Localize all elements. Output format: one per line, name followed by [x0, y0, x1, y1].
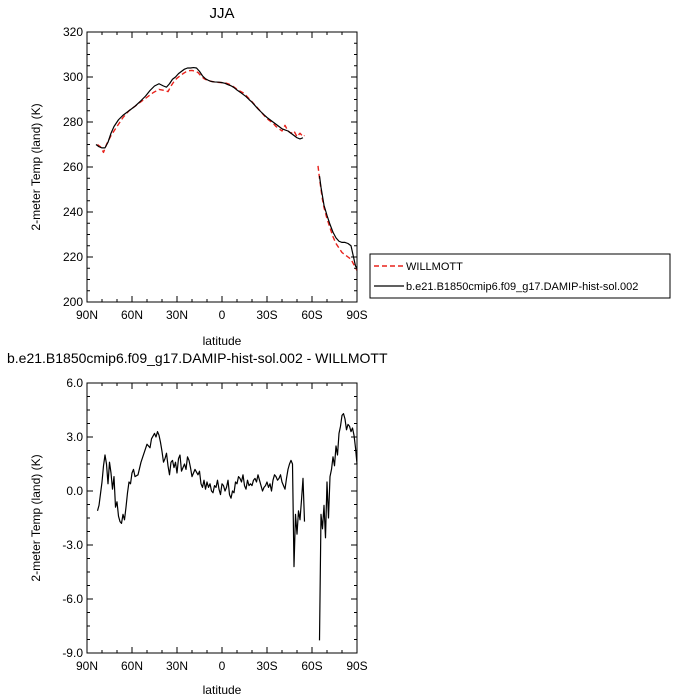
top-x-tick-label-3: 0 — [219, 308, 226, 322]
top-axes: 90N 60N 30N 0 30S 60S 90S 200 220 240 260 280 300 320 — [63, 25, 368, 322]
top-plot-frame — [86, 31, 358, 303]
bottom-panel: b.e21.B1850cmip6.f09_g17.DAMIP-hist-sol.… — [7, 350, 388, 697]
top-y-axis-label: 2-meter Temp (land) (K) — [29, 103, 43, 230]
bottom-x-axis-label: latitude — [203, 683, 242, 697]
bottom-chart-title: b.e21.B1850cmip6.f09_g17.DAMIP-hist-sol.… — [7, 350, 388, 366]
top-y-tick-label-6: 320 — [63, 25, 83, 39]
top-series-1-segment-0 — [95, 66, 304, 149]
top-y-tick-label-3: 260 — [63, 160, 83, 174]
top-y-tick-label-4: 280 — [63, 115, 83, 129]
top-series-1-segment-1 — [318, 175, 358, 269]
bottom-plot-area — [96, 413, 358, 641]
top-x-tick-label-0: 90N — [76, 308, 98, 322]
bottom-y-tick-label-5: 6.0 — [66, 376, 83, 390]
bottom-x-tick-label-5: 60S — [301, 659, 322, 673]
bottom-y-tick-label-0: -9.0 — [62, 646, 83, 660]
top-x-tick-label-4: 30S — [256, 308, 277, 322]
bottom-series-0-segment-0 — [96, 431, 306, 568]
top-y-tick-label-5: 300 — [63, 70, 83, 84]
bottom-x-tick-label-3: 0 — [219, 659, 226, 673]
top-panel: JJA 2-meter Temp (land) (K) latitude 90N… — [29, 5, 368, 348]
top-y-tick-label-0: 200 — [63, 295, 83, 309]
top-x-axis-label: latitude — [203, 334, 242, 348]
bottom-x-tick-label-6: 90S — [346, 659, 367, 673]
legend-label-model: b.e21.B1850cmip6.f09_g17.DAMIP-hist-sol.… — [406, 281, 638, 293]
top-y-tick-label-1: 220 — [63, 250, 83, 264]
bottom-axes: 90N 60N 30N 0 30S 60S 90S -9.0 -6.0 -3.0 0.0 3.0 6.0 — [62, 376, 367, 673]
top-x-tick-label-6: 90S — [346, 308, 367, 322]
bottom-y-axis-label: 2-meter Temp (land) (K) — [29, 454, 43, 581]
bottom-x-tick-label-4: 30S — [256, 659, 277, 673]
top-series-0-segment-1 — [317, 165, 358, 271]
bottom-y-tick-label-1: -6.0 — [62, 592, 83, 606]
top-y-tick-label-2: 240 — [63, 205, 83, 219]
top-x-tick-label-1: 60N — [121, 308, 143, 322]
top-plot-area — [95, 66, 358, 271]
bottom-x-tick-label-2: 30N — [166, 659, 188, 673]
legend: WILLMOTT b.e21.B1850cmip6.f09_g17.DAMIP-… — [369, 253, 671, 299]
top-series-0-segment-0 — [97, 69, 305, 154]
bottom-x-tick-label-1: 60N — [121, 659, 143, 673]
legend-box — [369, 253, 671, 299]
legend-label-willmott: WILLMOTT — [406, 261, 463, 273]
bottom-series-0-segment-1 — [318, 413, 358, 641]
top-x-tick-label-2: 30N — [166, 308, 188, 322]
bottom-y-tick-label-2: -3.0 — [62, 538, 83, 552]
bottom-y-tick-label-4: 3.0 — [66, 430, 83, 444]
bottom-y-tick-label-3: 0.0 — [66, 484, 83, 498]
bottom-plot-frame — [86, 382, 358, 654]
bottom-x-tick-label-0: 90N — [76, 659, 98, 673]
top-chart-title: JJA — [209, 5, 234, 22]
top-x-tick-label-5: 60S — [301, 308, 322, 322]
